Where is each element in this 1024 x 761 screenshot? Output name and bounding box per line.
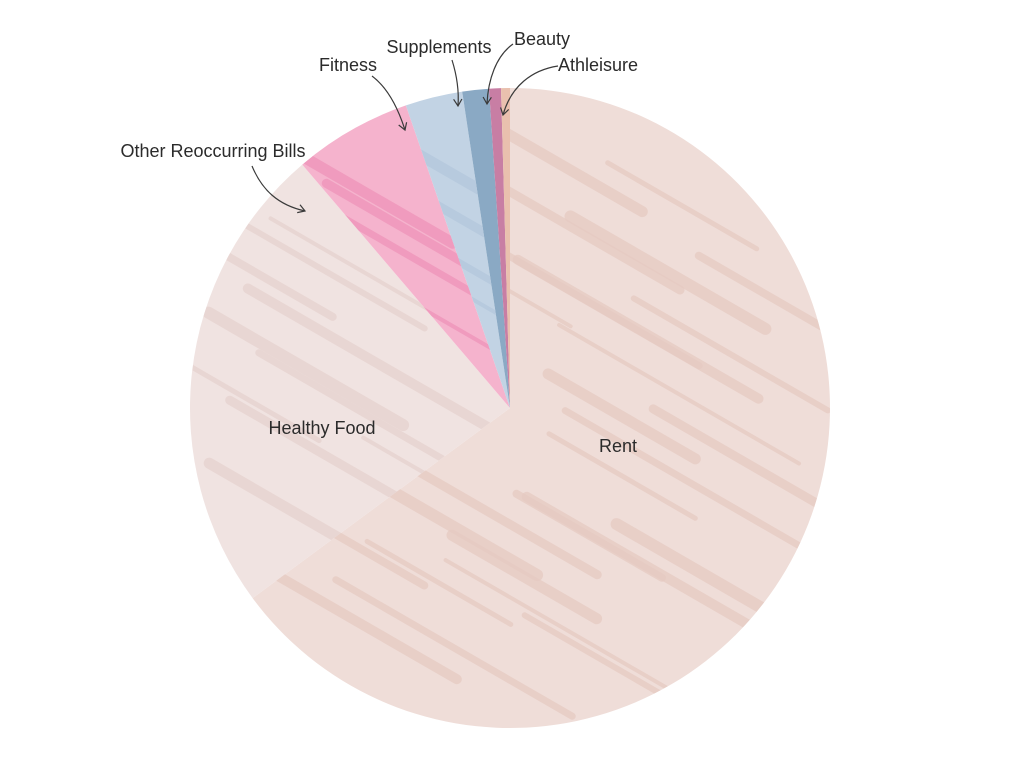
- slice-labels: Rent Healthy Food Other Reoccurring Bills F…: [120, 29, 638, 456]
- label-supplements: Supplements: [386, 37, 491, 57]
- texture-stroke: [630, 295, 830, 414]
- texture-stroke: [479, 172, 685, 295]
- slice-texture-rent: [252, 119, 830, 728]
- pie-slice-fitness: [405, 91, 510, 408]
- texture-stroke: [227, 213, 428, 332]
- texture-stroke: [557, 323, 801, 466]
- texture-stroke: [446, 529, 603, 625]
- texture-stroke: [337, 212, 510, 360]
- texture-stroke: [332, 576, 576, 720]
- texture-stroke: [203, 457, 365, 556]
- pie-slices: [189, 88, 830, 728]
- texture-stroke: [542, 368, 701, 465]
- texture-stroke: [202, 306, 410, 432]
- texture-stroke: [402, 460, 602, 580]
- label-other-reoccurring-bills: Other Reoccurring Bills: [120, 141, 305, 161]
- arrow-icon: [482, 96, 492, 106]
- arrow-icon: [297, 204, 307, 214]
- texture-stroke: [648, 404, 830, 525]
- arrow-icon: [453, 98, 463, 108]
- texture-stroke: [512, 489, 666, 582]
- pie-slice-supplements: [462, 88, 510, 408]
- arrow-icon: [500, 107, 510, 117]
- pie-slice-athleisure: [501, 88, 510, 408]
- pie-slice-beauty: [489, 88, 510, 408]
- texture-stroke: [190, 352, 322, 444]
- label-fitness: Fitness: [319, 55, 377, 75]
- texture-stroke: [302, 151, 459, 249]
- texture-stroke: [443, 558, 685, 700]
- texture-stroke: [225, 395, 430, 518]
- texture-stroke: [561, 407, 808, 553]
- label-rent: Rent: [599, 436, 637, 456]
- label-leaders: [251, 43, 559, 214]
- label-athleisure: Athleisure: [558, 55, 638, 75]
- arrow-icon: [398, 122, 408, 132]
- texture-stroke: [487, 119, 648, 218]
- texture-stroke: [242, 283, 494, 433]
- pie-textures: [190, 119, 830, 728]
- texture-stroke: [512, 254, 764, 404]
- texture-stroke: [546, 431, 698, 521]
- leader-line-beauty: [486, 43, 514, 105]
- texture-stroke: [364, 538, 514, 627]
- label-healthy-food: Healthy Food: [268, 418, 375, 438]
- label-beauty: Beauty: [514, 29, 570, 49]
- texture-stroke: [564, 210, 772, 335]
- texture-stroke: [405, 162, 510, 285]
- leader-line-athleisure: [502, 65, 559, 116]
- leader-line-fitness: [371, 75, 406, 131]
- leader-line-supplements: [451, 59, 459, 107]
- texture-stroke: [605, 160, 760, 252]
- pie-slice-healthy-food: [189, 164, 510, 599]
- leader-line-other-reoccurring-bills: [251, 165, 306, 212]
